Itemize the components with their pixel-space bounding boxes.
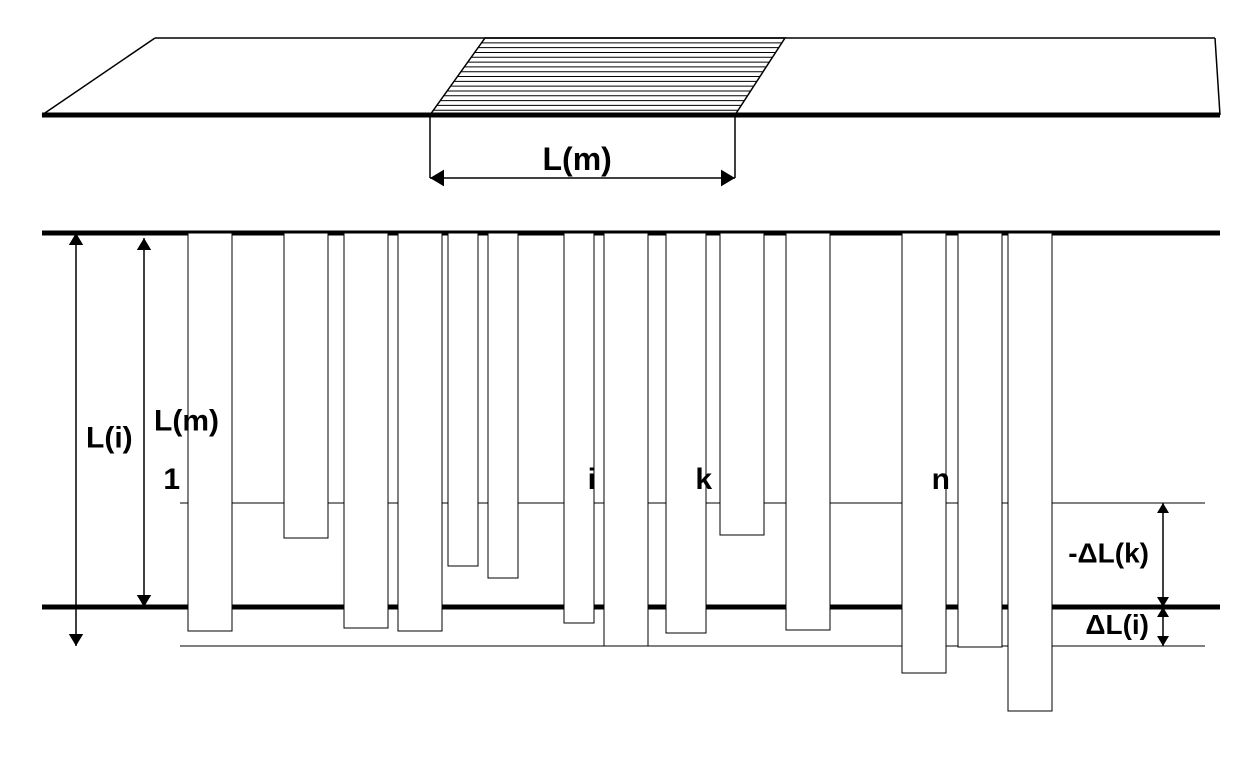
bar [344, 233, 388, 628]
bar [666, 233, 706, 633]
dim-li-label: L(i) [86, 421, 133, 454]
bar [720, 233, 764, 535]
dim-lm-top: L(m) [430, 115, 735, 186]
bar [488, 233, 518, 578]
bar [448, 233, 478, 566]
dim-dlk: -ΔL(k) [1068, 503, 1205, 607]
diagram-root: L(m) 1 i k n L(i) L(m) -ΔL(k) ΔL(i) [0, 0, 1240, 764]
bar [604, 233, 648, 646]
bar [564, 233, 594, 623]
bar-label: i [588, 463, 596, 496]
bar [284, 233, 328, 538]
dim-li: L(i) [69, 233, 133, 646]
lower-diagram: 1 i k n L(i) L(m) -ΔL(k) ΔL(i) [42, 233, 1220, 711]
dim-dli: ΔL(i) [1085, 607, 1205, 646]
bar-label: k [695, 463, 712, 496]
label-lm-top: L(m) [543, 141, 612, 177]
dim-dlk-label: -ΔL(k) [1068, 537, 1149, 568]
dim-lm-label: L(m) [154, 404, 219, 437]
bar [902, 233, 946, 673]
bar-label: n [932, 463, 950, 496]
bar-label: 1 [163, 463, 180, 496]
bar [786, 233, 830, 630]
hatched-region [430, 38, 785, 115]
bar [958, 233, 1002, 647]
dim-dli-label: ΔL(i) [1085, 609, 1149, 640]
bars: 1 i k n [163, 233, 1052, 711]
bar [1008, 233, 1052, 711]
bar [398, 233, 442, 631]
